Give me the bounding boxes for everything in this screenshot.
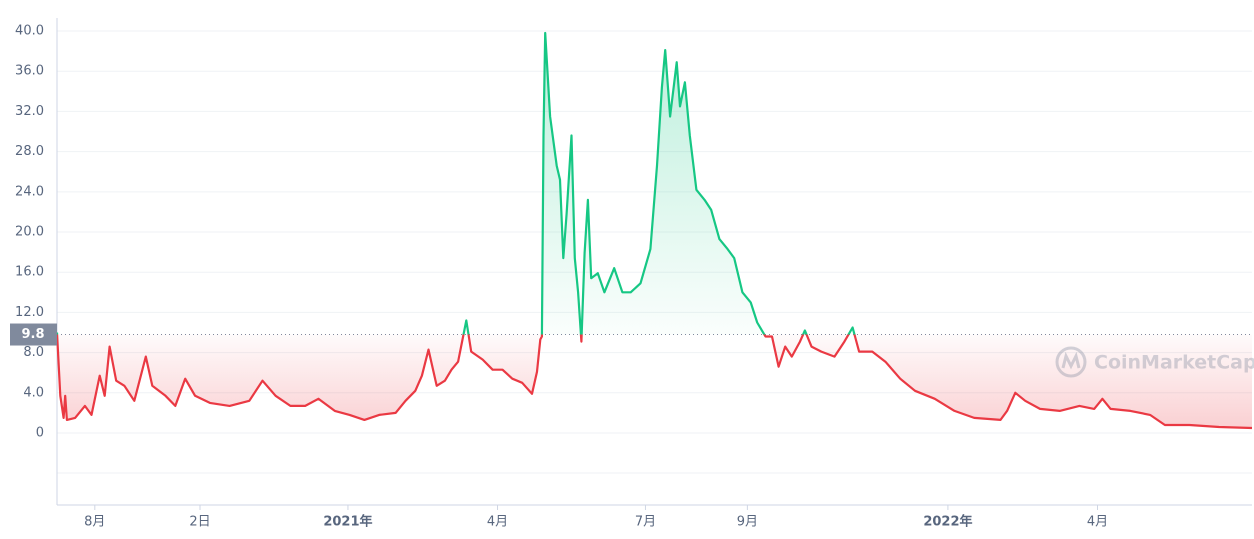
- x-tick-label: 8月: [84, 515, 105, 530]
- y-tick-label: 36.0: [15, 64, 44, 79]
- y-tick-label: 8.0: [23, 345, 44, 360]
- y-tick-label: 32.0: [15, 104, 44, 119]
- y-tick-label: 40.0: [15, 24, 44, 39]
- price-line: [55, 31, 1253, 430]
- y-tick-label: 0: [36, 426, 44, 441]
- y-tick-label: 16.0: [15, 265, 44, 280]
- reference-label: 9.8: [21, 327, 44, 342]
- y-tick-label: 20.0: [15, 225, 44, 240]
- watermark-text: CoinMarketCap: [1094, 352, 1254, 374]
- x-tick-label: 9月: [737, 515, 758, 530]
- x-tick-label: 2022年: [923, 514, 972, 530]
- y-tick-label: 28.0: [15, 144, 44, 159]
- y-tick-label: 12.0: [15, 305, 44, 320]
- y-tick-label: 4.0: [23, 385, 44, 400]
- watermark-logo-mark: [1061, 351, 1081, 370]
- x-tick-label: 2日: [189, 515, 210, 530]
- reference-label-box: [10, 323, 57, 346]
- y-tick-label: 24.0: [15, 184, 44, 199]
- x-tick-label: 2021年: [323, 514, 372, 530]
- price-area: [57, 33, 1252, 428]
- watermark-logo: [1055, 346, 1087, 378]
- x-tick-label: 7月: [635, 515, 656, 530]
- watermark: CoinMarketCap: [1055, 346, 1254, 378]
- x-tick-label: 4月: [1087, 515, 1108, 530]
- x-tick-label: 4月: [487, 515, 508, 530]
